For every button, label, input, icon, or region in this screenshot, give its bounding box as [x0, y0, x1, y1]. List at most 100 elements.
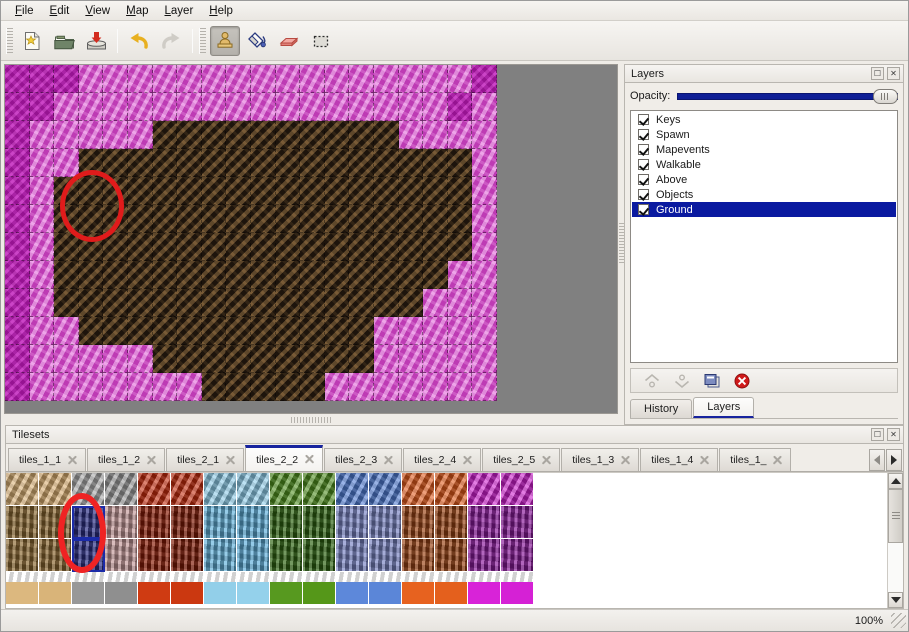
- menu-item-map[interactable]: Map: [126, 4, 149, 17]
- map-tile[interactable]: [300, 345, 325, 373]
- map-tile[interactable]: [103, 177, 128, 205]
- map-tile[interactable]: [54, 205, 79, 233]
- map-tile[interactable]: [177, 93, 202, 121]
- toolbar-drag-handle[interactable]: [6, 27, 13, 54]
- map-tile[interactable]: [54, 121, 79, 149]
- map-tile[interactable]: [201, 149, 227, 177]
- tileset-tile[interactable]: [501, 473, 534, 506]
- map-tile[interactable]: [373, 177, 399, 205]
- tileset-tile[interactable]: [204, 539, 237, 572]
- slider-handle[interactable]: [873, 88, 898, 104]
- map-tile[interactable]: [29, 289, 55, 317]
- tileset-tile[interactable]: [6, 539, 39, 572]
- map-tile[interactable]: [152, 317, 178, 345]
- close-small-icon[interactable]: [699, 455, 710, 466]
- map-tile[interactable]: [423, 121, 448, 149]
- map-tile[interactable]: [201, 205, 227, 233]
- map-tile[interactable]: [423, 93, 448, 121]
- map-tile[interactable]: [423, 177, 448, 205]
- map-tile[interactable]: [54, 317, 79, 345]
- map-tile[interactable]: [5, 289, 30, 317]
- map-tile[interactable]: [349, 65, 374, 93]
- map-tile[interactable]: [54, 289, 79, 317]
- map-tile[interactable]: [29, 373, 55, 401]
- tileset-tile[interactable]: [39, 506, 72, 539]
- map-tile[interactable]: [201, 345, 227, 373]
- map-tile[interactable]: [103, 289, 128, 317]
- map-tile[interactable]: [5, 261, 30, 289]
- map-tile[interactable]: [373, 121, 399, 149]
- map-tile[interactable]: [29, 345, 55, 373]
- map-tile[interactable]: [373, 205, 399, 233]
- map-tile[interactable]: [324, 373, 350, 401]
- map-tile[interactable]: [127, 149, 153, 177]
- map-tile[interactable]: [324, 289, 350, 317]
- scrollbar-thumb[interactable]: [888, 489, 903, 543]
- map-tile[interactable]: [324, 261, 350, 289]
- tileset-tile[interactable]: [39, 539, 72, 572]
- tileset-tile[interactable]: [435, 506, 468, 539]
- map-tile[interactable]: [275, 345, 301, 373]
- tileset-tile[interactable]: [171, 572, 204, 605]
- map-tile[interactable]: [447, 93, 473, 121]
- scrollbar-track[interactable]: [888, 489, 903, 592]
- map-tile[interactable]: [275, 373, 301, 401]
- map-tile[interactable]: [472, 149, 497, 177]
- map-tile[interactable]: [447, 233, 473, 261]
- tileset-tile[interactable]: [435, 572, 468, 605]
- map-tile[interactable]: [324, 317, 350, 345]
- tileset-tile[interactable]: [270, 473, 303, 506]
- vertical-splitter[interactable]: [618, 61, 624, 425]
- map-tile[interactable]: [398, 373, 424, 401]
- tileset-tile[interactable]: [369, 506, 402, 539]
- tileset-tile[interactable]: [501, 539, 534, 572]
- map-tile[interactable]: [103, 317, 128, 345]
- map-tile[interactable]: [275, 233, 301, 261]
- map-tile[interactable]: [447, 149, 473, 177]
- map-tile[interactable]: [5, 65, 30, 93]
- map-tile[interactable]: [226, 317, 251, 345]
- map-tile[interactable]: [300, 65, 325, 93]
- tileset-tab-tiles_1_[interactable]: tiles_1_: [719, 448, 792, 471]
- map-tile[interactable]: [5, 149, 30, 177]
- map-tile[interactable]: [447, 345, 473, 373]
- map-tile[interactable]: [275, 205, 301, 233]
- map-tile[interactable]: [177, 205, 202, 233]
- map-tile[interactable]: [127, 289, 153, 317]
- map-tile[interactable]: [5, 233, 30, 261]
- map-tile[interactable]: [447, 289, 473, 317]
- map-tile[interactable]: [226, 149, 251, 177]
- tileset-tile[interactable]: [369, 572, 402, 605]
- map-tile[interactable]: [29, 149, 55, 177]
- map-tile[interactable]: [78, 373, 104, 401]
- map-tile[interactable]: [300, 261, 325, 289]
- tileset-tile[interactable]: [468, 473, 501, 506]
- map-tile[interactable]: [103, 373, 128, 401]
- close-small-icon[interactable]: [67, 455, 78, 466]
- map-tile[interactable]: [152, 177, 178, 205]
- tileset-tile[interactable]: [6, 473, 39, 506]
- map-tile[interactable]: [423, 149, 448, 177]
- map-tile[interactable]: [250, 205, 276, 233]
- close-icon[interactable]: ✕: [887, 67, 900, 80]
- map-tile[interactable]: [250, 177, 276, 205]
- layer-visibility-checkbox[interactable]: [638, 159, 649, 170]
- map-tile[interactable]: [250, 317, 276, 345]
- map-tile[interactable]: [349, 373, 374, 401]
- map-tile[interactable]: [472, 317, 497, 345]
- layer-visibility-checkbox[interactable]: [638, 204, 649, 215]
- undock-icon[interactable]: ☐: [871, 67, 884, 80]
- map-tile[interactable]: [5, 345, 30, 373]
- map-tile[interactable]: [177, 261, 202, 289]
- fill-tool-button[interactable]: [242, 26, 272, 56]
- map-tile[interactable]: [300, 149, 325, 177]
- map-tile[interactable]: [275, 149, 301, 177]
- map-tile[interactable]: [54, 233, 79, 261]
- map-tile[interactable]: [373, 345, 399, 373]
- tileset-tile[interactable]: [435, 539, 468, 572]
- undo-button[interactable]: [124, 26, 154, 56]
- tileset-grid[interactable]: [6, 473, 887, 608]
- map-tile[interactable]: [201, 233, 227, 261]
- layer-list[interactable]: Keys Spawn Mapevents Walkable Above Objects Gr…: [630, 110, 898, 363]
- tileset-tile[interactable]: [105, 539, 138, 572]
